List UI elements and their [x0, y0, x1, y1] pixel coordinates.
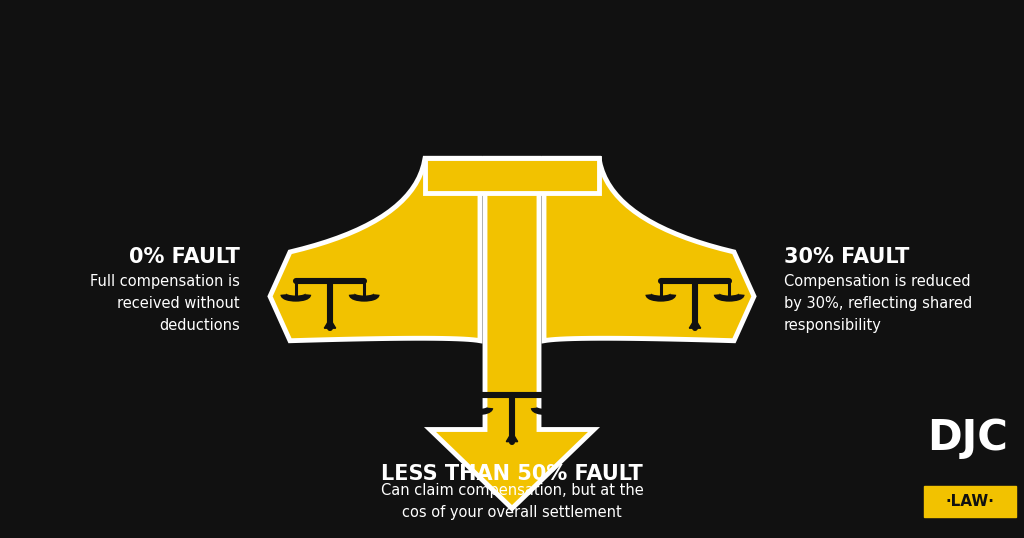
Polygon shape [430, 158, 594, 508]
Text: LESS THAN 50% FAULT: LESS THAN 50% FAULT [381, 464, 643, 484]
Polygon shape [270, 158, 480, 341]
Text: 0% FAULT: 0% FAULT [129, 247, 240, 267]
Text: DJC: DJC [928, 417, 1009, 459]
Text: Can claim compensation, but at the
cos of your overall settlement: Can claim compensation, but at the cos o… [381, 483, 643, 520]
Polygon shape [506, 432, 518, 442]
Polygon shape [325, 319, 336, 328]
Text: ·LAW·: ·LAW· [945, 494, 994, 509]
FancyBboxPatch shape [924, 486, 1016, 518]
Polygon shape [689, 319, 700, 328]
Polygon shape [544, 158, 754, 341]
Polygon shape [425, 158, 599, 193]
Text: Full compensation is
received without
deductions: Full compensation is received without de… [90, 274, 240, 333]
Text: 30% FAULT: 30% FAULT [784, 247, 909, 267]
Text: AFFECT COMPENSATION?: AFFECT COMPENSATION? [187, 100, 837, 145]
Text: HOW DOES FAULT PERCENTAGE: HOW DOES FAULT PERCENTAGE [110, 31, 914, 76]
Text: Compensation is reduced
by 30%, reflecting shared
responsibility: Compensation is reduced by 30%, reflecti… [784, 274, 972, 333]
